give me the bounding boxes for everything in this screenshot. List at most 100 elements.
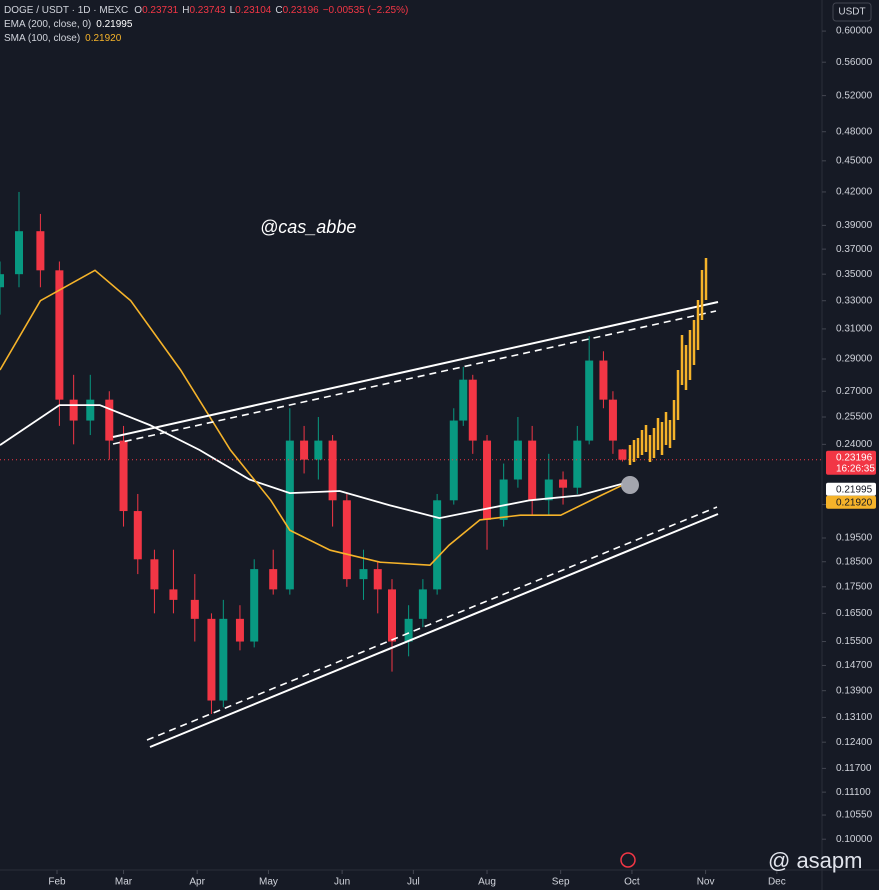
x-tick-label: Feb bbox=[48, 877, 66, 888]
y-tick-label: 0.18500 bbox=[836, 556, 873, 567]
x-tick-label: Dec bbox=[768, 877, 786, 888]
candle-body bbox=[55, 270, 64, 400]
y-tick-label: 0.10000 bbox=[836, 834, 873, 845]
candle-body bbox=[404, 618, 413, 642]
y-tick-label: 0.60000 bbox=[836, 26, 873, 37]
candle-body bbox=[468, 379, 477, 441]
currency-button[interactable] bbox=[832, 2, 872, 22]
candle-body bbox=[387, 589, 396, 642]
y-tick-label: 0.33000 bbox=[836, 295, 873, 306]
x-tick-label: Oct bbox=[624, 877, 640, 888]
y-tick-label: 0.31000 bbox=[836, 324, 873, 335]
y-tick-label: 0.19500 bbox=[836, 533, 873, 544]
legend-entry: SMA (100, close) 0.21920 bbox=[4, 33, 122, 44]
upper-trendline-dashed bbox=[112, 310, 717, 445]
candle-body bbox=[418, 589, 427, 619]
candle-body bbox=[373, 569, 382, 590]
legend-name: SMA (100, close) bbox=[4, 33, 80, 44]
sma-price-label: 0.21920 bbox=[836, 497, 873, 508]
candle-body bbox=[559, 479, 568, 488]
candle-body bbox=[86, 399, 95, 421]
y-tick-label: 0.45000 bbox=[836, 155, 873, 166]
y-tick-label: 0.37000 bbox=[836, 244, 873, 255]
legend-value: 0.21995 bbox=[96, 19, 133, 30]
y-tick-label: 0.11700 bbox=[836, 763, 872, 774]
upper-trendline bbox=[112, 301, 719, 438]
ohlc-letter: L bbox=[230, 5, 236, 16]
candle-body bbox=[573, 440, 582, 488]
candle-body bbox=[133, 511, 142, 560]
y-tick-label: 0.52000 bbox=[836, 90, 873, 101]
lower-trendline-dashed bbox=[146, 506, 718, 741]
candle-body bbox=[618, 449, 627, 460]
legend-entry: EMA (200, close, 0) 0.21995 bbox=[4, 19, 133, 30]
y-tick-label: 0.13100 bbox=[836, 712, 873, 723]
x-tick-label: Nov bbox=[697, 877, 715, 888]
ohlc-value: 0.23104 bbox=[235, 5, 272, 16]
x-tick-label: May bbox=[259, 877, 278, 888]
ohlc-letter: C bbox=[275, 5, 282, 16]
candle-body bbox=[499, 479, 508, 520]
x-tick-label: Mar bbox=[115, 877, 133, 888]
y-tick-label: 0.24000 bbox=[836, 439, 873, 450]
y-tick-label: 0.11100 bbox=[836, 787, 871, 798]
candle-body bbox=[483, 440, 492, 520]
candle-body bbox=[513, 440, 522, 480]
candle-body bbox=[285, 440, 294, 590]
candle-body bbox=[433, 500, 442, 590]
candle-body bbox=[150, 559, 159, 590]
x-tick-label: Apr bbox=[189, 877, 205, 888]
candle-body bbox=[119, 440, 128, 512]
last-price-label: 0.23196 bbox=[836, 452, 873, 463]
x-tick-label: Jul bbox=[407, 877, 420, 888]
legend-name: EMA (200, close, 0) bbox=[4, 19, 91, 30]
sma-price-box bbox=[826, 495, 876, 509]
candle-body bbox=[314, 440, 323, 460]
currency-label: USDT bbox=[838, 7, 865, 18]
candle-body bbox=[69, 399, 78, 421]
last-price-box bbox=[826, 450, 876, 475]
y-tick-label: 0.27000 bbox=[836, 386, 873, 397]
candle-body bbox=[169, 589, 178, 600]
candle-body bbox=[342, 500, 351, 580]
y-tick-label: 0.56000 bbox=[836, 57, 873, 68]
candle-body bbox=[300, 440, 309, 460]
x-tick-label: Aug bbox=[478, 877, 496, 888]
alert-icon bbox=[620, 852, 636, 868]
candle-body bbox=[219, 618, 228, 701]
y-tick-label: 0.48000 bbox=[836, 126, 873, 137]
ma-line bbox=[0, 269, 623, 567]
x-tick-label: Jun bbox=[334, 877, 350, 888]
legend-value: 0.21920 bbox=[85, 33, 122, 44]
y-tick-label: 0.25500 bbox=[836, 412, 873, 423]
ohlc-value: 0.23731 bbox=[142, 5, 179, 16]
candle-body bbox=[608, 399, 617, 441]
ohlc-letter: H bbox=[182, 5, 189, 16]
candle-body bbox=[235, 618, 244, 642]
y-tick-label: 0.14700 bbox=[836, 660, 873, 671]
candle-body bbox=[528, 440, 537, 501]
ohlc-letter: O bbox=[134, 5, 142, 16]
y-tick-label: 0.12400 bbox=[836, 737, 873, 748]
lower-trendline bbox=[149, 513, 719, 748]
candle-body bbox=[207, 618, 216, 701]
y-tick-label: 0.39000 bbox=[836, 220, 873, 231]
ema-price-box bbox=[826, 482, 876, 496]
candle-body bbox=[250, 569, 259, 642]
footer-watermark: @ asapm bbox=[768, 848, 862, 873]
y-tick-label: 0.17500 bbox=[836, 581, 873, 592]
header-ohlc: DOGE / USDT · 1D · MEXC O0.23731 H0.23743 L… bbox=[4, 5, 408, 16]
candle-body bbox=[190, 599, 199, 619]
candle-body bbox=[36, 231, 45, 271]
ma-line bbox=[0, 404, 623, 520]
y-tick-label: 0.29000 bbox=[836, 354, 873, 365]
y-tick-label: 0.15500 bbox=[836, 636, 873, 647]
highlight-circle bbox=[621, 476, 639, 494]
candle-body bbox=[269, 569, 278, 590]
candle-body bbox=[585, 360, 594, 441]
candle-body bbox=[105, 399, 114, 441]
countdown-label: 16:26:35 bbox=[836, 463, 875, 474]
